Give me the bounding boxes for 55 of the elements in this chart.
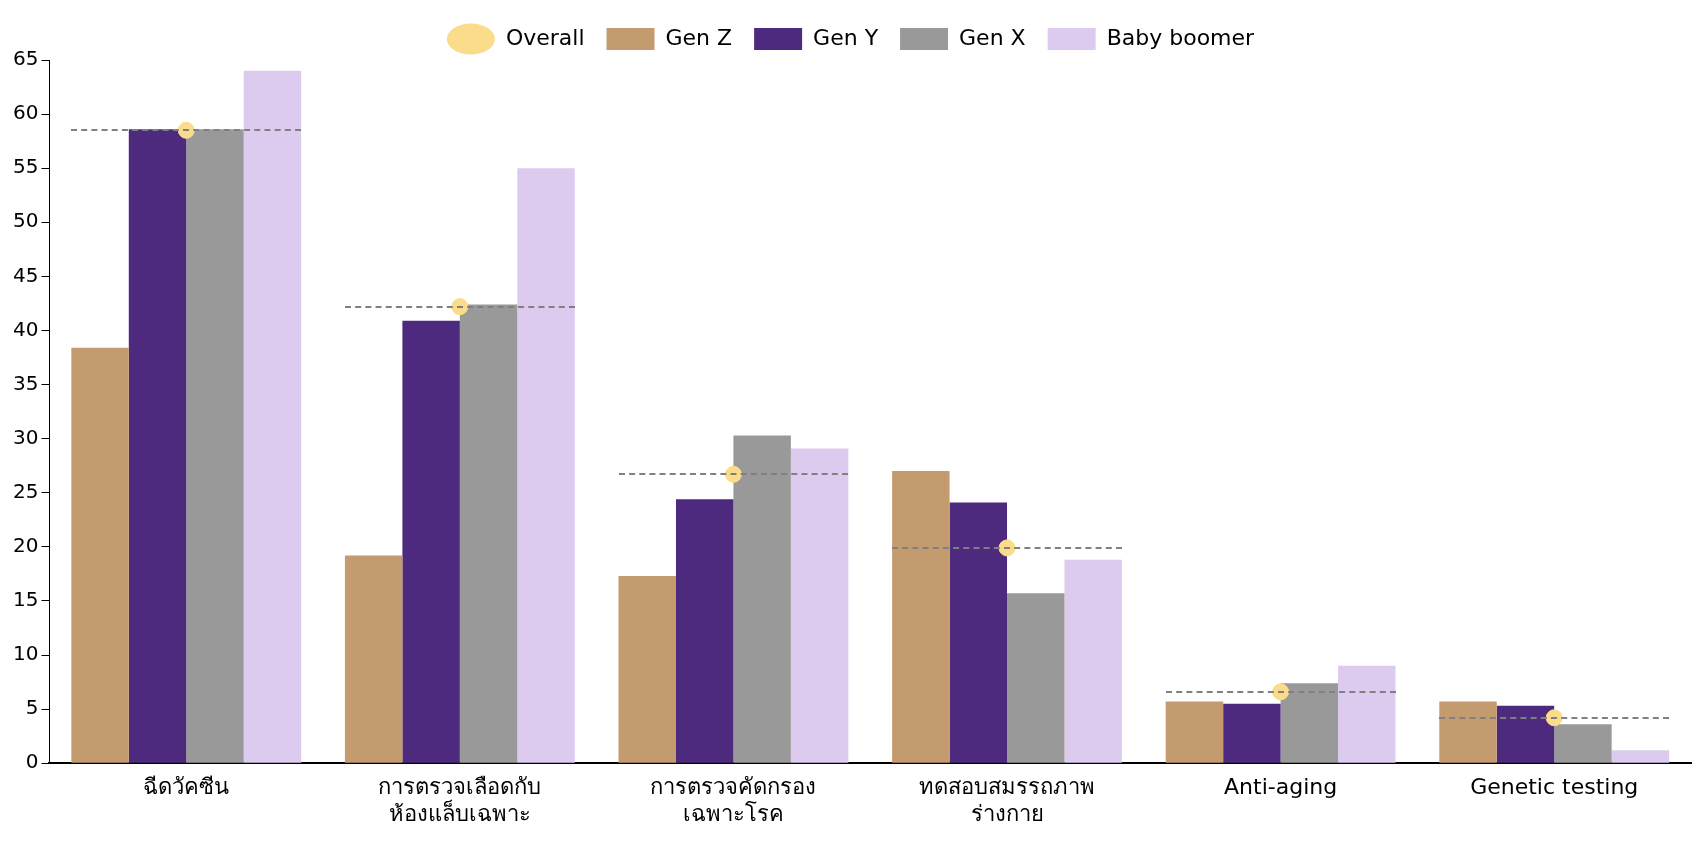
bar	[790, 448, 849, 763]
bar	[1280, 683, 1339, 763]
x-tick-label: ทดสอบสมรรถภาพ ร่างกาย	[919, 774, 1096, 826]
bar	[459, 304, 518, 763]
y-tick-label: 65	[13, 46, 39, 71]
bar	[344, 555, 403, 763]
y-tick-label: 55	[13, 154, 39, 179]
y-tick-label: 40	[13, 316, 39, 341]
x-tick-label: การตรวจเลือดกับ ห้องแล็บเฉพาะ	[378, 774, 542, 826]
bar	[892, 471, 950, 763]
bar	[675, 499, 734, 763]
y-tick-label: 60	[13, 100, 39, 125]
y-tick-label: 50	[13, 208, 39, 233]
legend-label: Gen X	[959, 24, 1026, 50]
bar	[1496, 705, 1555, 763]
point	[177, 121, 195, 139]
point	[451, 298, 469, 316]
bar	[1611, 750, 1670, 763]
bar	[402, 320, 460, 763]
bar	[517, 168, 575, 763]
bar	[618, 576, 676, 763]
x-tick-label: ฉีดวัคซีน	[143, 774, 230, 800]
bar	[1554, 724, 1612, 763]
bar	[949, 502, 1008, 763]
x-tick-label: Anti-aging	[1224, 774, 1338, 800]
y-tick-label: 30	[13, 424, 39, 449]
point	[998, 539, 1016, 557]
bar	[733, 435, 791, 763]
point	[1272, 683, 1290, 701]
y-tick-label: 10	[13, 641, 39, 666]
legend-label: Gen Z	[665, 24, 733, 50]
y-tick-label: 45	[13, 262, 39, 287]
bar	[71, 347, 129, 763]
bar	[186, 129, 244, 763]
bar	[1439, 701, 1497, 763]
y-tick-label: 5	[25, 695, 39, 720]
point	[724, 465, 742, 483]
bar	[243, 70, 302, 763]
bar	[1165, 701, 1224, 763]
legend-label: Overall	[505, 24, 585, 50]
x-tick-label: Genetic testing	[1470, 774, 1639, 800]
legend-label: Gen Y	[813, 24, 879, 50]
legend-label: Baby boomer	[1106, 24, 1256, 50]
bar	[1338, 665, 1396, 763]
y-tick-label: 0	[25, 749, 39, 774]
y-tick-label: 25	[13, 478, 39, 503]
x-tick-label: การตรวจคัดกรอง เฉพาะโรค	[650, 774, 817, 826]
y-tick-label: 20	[13, 533, 39, 558]
bar	[128, 129, 187, 763]
point	[1545, 709, 1563, 727]
bar	[1223, 703, 1281, 763]
bar	[1064, 559, 1122, 763]
y-tick-label: 35	[13, 370, 39, 395]
bar	[1007, 593, 1065, 763]
y-tick-label: 15	[13, 587, 39, 612]
